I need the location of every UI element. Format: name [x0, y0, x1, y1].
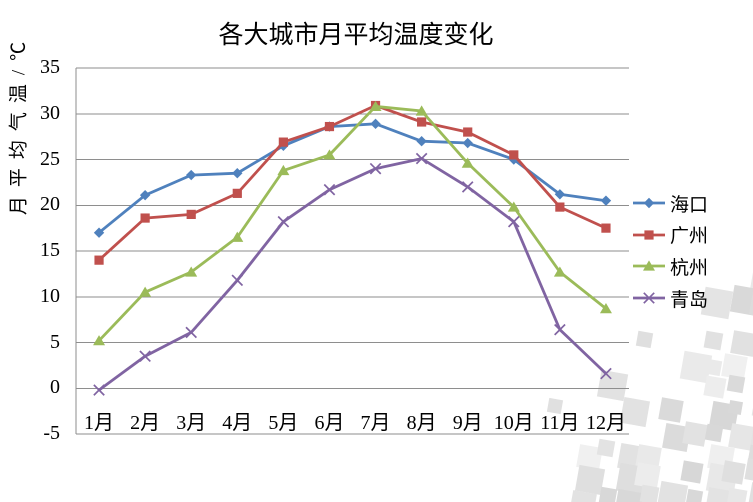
series-qingdao-marker	[231, 274, 244, 287]
legend-label: 青岛	[670, 289, 709, 311]
y-tick-label: 25	[40, 147, 60, 170]
series-qingdao-marker	[369, 162, 382, 175]
legend-label: 杭州	[670, 257, 709, 279]
y-tick-label: 30	[40, 101, 60, 124]
series-qingdao-line	[98, 157, 607, 392]
series-haikou-marker	[186, 169, 197, 181]
series-hangzhou-marker	[415, 105, 428, 116]
series-guangzhou-marker	[232, 188, 242, 198]
series-hangzhou-marker	[461, 157, 474, 168]
y-tick-label: 15	[40, 239, 60, 261]
series-haikou-marker	[93, 227, 105, 238]
series-guangzhou-marker	[94, 255, 104, 265]
series-qingdao-marker	[600, 367, 612, 380]
x-tick-label: 10月	[493, 412, 534, 434]
series-haikou-marker	[600, 195, 612, 206]
series-haikou-marker	[416, 136, 427, 147]
series-hangzhou-marker	[599, 303, 612, 314]
series-haikou-marker	[370, 118, 381, 130]
x-tick-label: 6月	[314, 412, 345, 434]
series-hangzhou-marker	[231, 231, 244, 242]
series-qingdao-marker	[507, 215, 520, 228]
legend-diamond-marker-icon	[633, 197, 665, 209]
legend-triangle-marker-icon	[633, 260, 665, 271]
x-tick-label: 8月	[406, 412, 437, 434]
legend-haikou-marker	[643, 197, 655, 209]
legend-label: 广州	[670, 226, 709, 248]
series-haikou-marker	[232, 168, 243, 179]
series-guangzhou-marker	[278, 137, 288, 147]
x-tick-label: 1月	[84, 412, 115, 434]
series-guangzhou-marker	[555, 202, 565, 212]
legend-square-marker-icon	[633, 230, 665, 240]
y-tick-label: 5	[50, 330, 60, 353]
y-tick-label: -5	[43, 422, 60, 444]
series-guangzhou-marker	[463, 127, 473, 137]
x-tick-label: 3月	[176, 412, 207, 434]
series-guangzhou-line	[98, 103, 607, 262]
series-hangzhou-line	[97, 104, 607, 342]
x-tick-label: 7月	[360, 412, 391, 434]
series-qingdao-marker	[277, 215, 290, 228]
legend-x-marker-icon	[633, 292, 665, 304]
series-haikou-marker	[139, 189, 151, 201]
legend-item-hangzhou: 杭州	[632, 253, 708, 279]
y-tick-label: 20	[40, 193, 60, 216]
series-qingdao-marker	[461, 181, 474, 193]
x-tick-label: 5月	[268, 412, 299, 434]
x-tick-label: 4月	[222, 412, 253, 434]
series-hangzhou-marker	[277, 164, 290, 176]
chart-title: 各大城市月平均温度变化	[218, 22, 494, 49]
series-hangzhou-marker	[553, 266, 566, 277]
legend-label: 海口	[670, 194, 709, 216]
x-tick-label: 11月	[540, 412, 580, 434]
x-tick-label: 9月	[452, 412, 483, 434]
series-hangzhou-marker	[369, 100, 382, 112]
series-qingdao-marker	[323, 183, 336, 196]
series-guangzhou-marker	[601, 223, 611, 233]
series-hangzhou-marker	[323, 149, 336, 160]
series-qingdao-marker	[554, 323, 566, 336]
y-tick-label: 35	[40, 56, 60, 78]
legend-item-haikou: 海口	[632, 190, 708, 216]
series-guangzhou-marker	[509, 150, 519, 160]
series-hangzhou-marker	[185, 266, 198, 277]
series-guangzhou-marker	[186, 209, 196, 219]
series-hangzhou-marker	[507, 201, 520, 212]
series-guangzhou-marker	[324, 121, 335, 132]
y-tick-label: 10	[40, 284, 60, 307]
legend-qingdao-marker	[643, 292, 655, 304]
x-tick-label: 2月	[130, 412, 161, 434]
series-guangzhou-marker	[417, 117, 427, 127]
series-qingdao-marker	[93, 384, 105, 396]
legend-guangzhou-marker	[644, 230, 654, 240]
y-tick-label: 0	[50, 376, 60, 399]
series-qingdao-marker	[139, 350, 151, 363]
series-qingdao-marker	[185, 326, 198, 339]
legend-item-qingdao: 青岛	[632, 285, 708, 311]
series-haikou-marker	[554, 189, 566, 200]
series-haikou-marker	[462, 137, 473, 149]
series-hangzhou-marker	[93, 335, 106, 346]
legend-item-guangzhou: 广州	[632, 222, 708, 248]
series-hangzhou-marker	[139, 286, 152, 297]
series-qingdao-marker	[415, 152, 428, 165]
series-guangzhou-marker	[140, 213, 150, 223]
x-tick-label: 12月	[585, 412, 626, 434]
legend-hangzhou-marker	[643, 260, 655, 271]
